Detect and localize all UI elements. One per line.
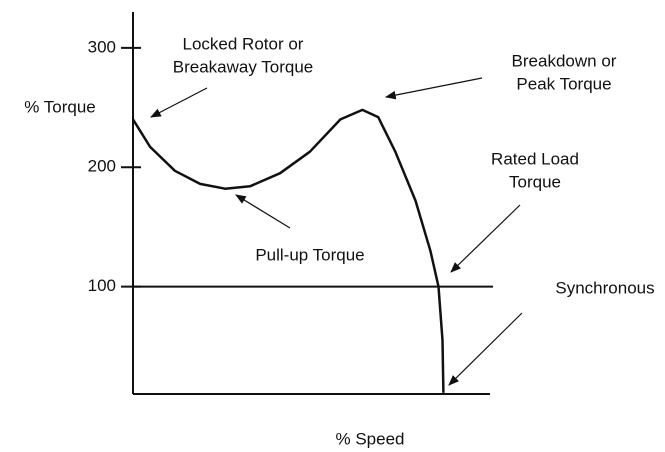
annotation-text: Rated Load [491,149,579,168]
y-tick-label: 200 [88,157,116,176]
annotation-text: Breakaway Torque [173,57,314,76]
annotation-arrow [235,194,291,229]
y-tick-label: 100 [88,276,116,295]
x-axis-label: % Speed [336,429,405,448]
annotation-text: Torque [509,172,561,191]
annotation-arrow [450,204,521,273]
annotation-arrow [384,77,483,100]
annotation-text: Peak Torque [516,74,611,93]
y-axis-label: % Torque [24,97,96,116]
annotation-text: Breakdown or [512,51,617,70]
annotation-arrow [448,312,523,386]
y-tick-label: 300 [88,37,116,56]
torque-curve [131,108,445,393]
annotation-text: Pull-up Torque [255,245,364,264]
annotation-arrow [150,87,208,118]
annotation-text: Synchronous [555,278,654,297]
annotation-text: Locked Rotor or [183,34,304,53]
